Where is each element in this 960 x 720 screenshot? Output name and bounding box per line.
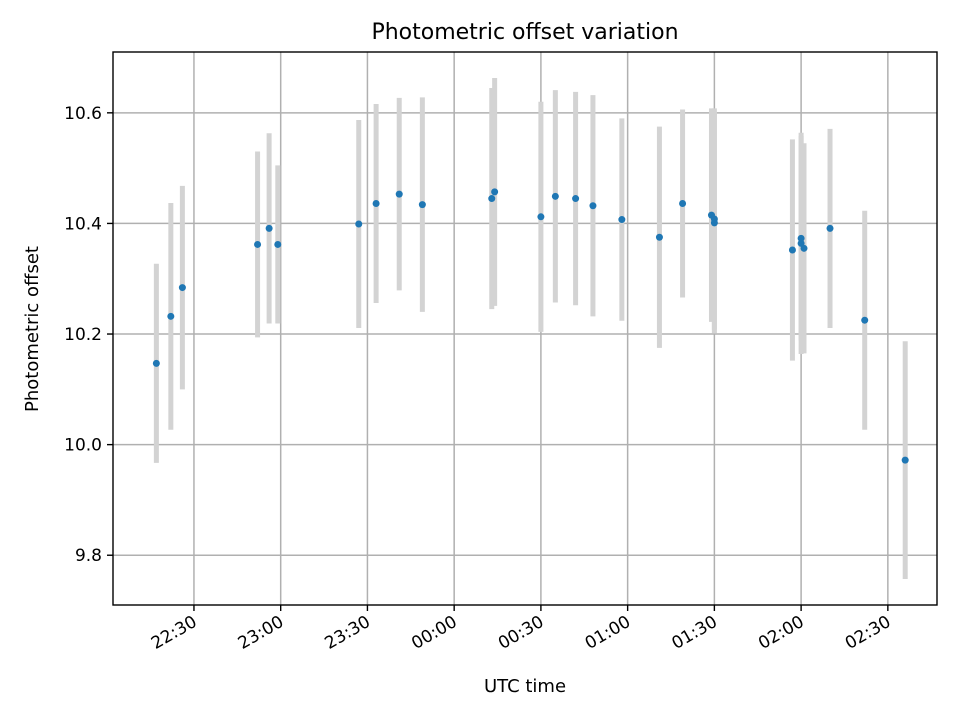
y-tick-label: 10.2 (64, 325, 102, 345)
x-tick-label: 00:00 (408, 612, 460, 654)
x-tick-label: 01:30 (668, 612, 720, 654)
data-points (152, 188, 909, 464)
x-axis-label: UTC time (484, 676, 566, 697)
data-point (274, 240, 282, 248)
data-point (655, 233, 663, 241)
data-point (826, 224, 834, 232)
data-point (800, 244, 808, 252)
y-axis-ticks: 9.8 10.0 10.2 10.4 10.6 (64, 104, 113, 566)
error-bars (153, 77, 908, 580)
grid (113, 52, 937, 605)
data-point (537, 213, 545, 221)
data-point (618, 216, 626, 224)
plot-frame (112, 51, 938, 606)
data-point (167, 312, 175, 320)
data-point (901, 456, 909, 464)
x-tick-label: 00:30 (495, 612, 547, 654)
data-point (551, 192, 559, 200)
x-tick-label: 22:30 (148, 612, 200, 654)
data-point (491, 188, 499, 196)
x-tick-label: 23:00 (235, 612, 287, 654)
data-point (797, 234, 805, 242)
data-point (178, 284, 186, 292)
x-tick-label: 02:30 (842, 612, 894, 654)
y-tick-label: 9.8 (75, 546, 102, 566)
y-tick-label: 10.6 (64, 104, 102, 124)
y-tick-label: 10.4 (64, 214, 102, 234)
x-tick-label: 01:00 (582, 612, 634, 654)
data-point (152, 359, 160, 367)
x-tick-label: 23:30 (321, 612, 373, 654)
data-point (572, 195, 580, 203)
y-tick-label: 10.0 (64, 436, 102, 456)
data-point (710, 215, 718, 223)
chart-title: Photometric offset variation (371, 20, 678, 45)
data-point (418, 201, 426, 209)
x-axis-ticks: 22:30 23:00 23:30 00:00 00:30 01:00 01:30 02:00… (148, 605, 894, 654)
data-point (355, 220, 363, 228)
data-point (861, 316, 869, 324)
data-point (488, 195, 496, 203)
data-point (265, 224, 273, 232)
x-tick-label: 02:00 (755, 612, 807, 654)
data-point (395, 190, 403, 198)
data-point (254, 240, 262, 248)
data-point (679, 200, 687, 208)
data-point (788, 246, 796, 254)
y-axis-label: Photometric offset (22, 246, 43, 412)
data-point (372, 200, 380, 208)
data-point (589, 202, 597, 210)
